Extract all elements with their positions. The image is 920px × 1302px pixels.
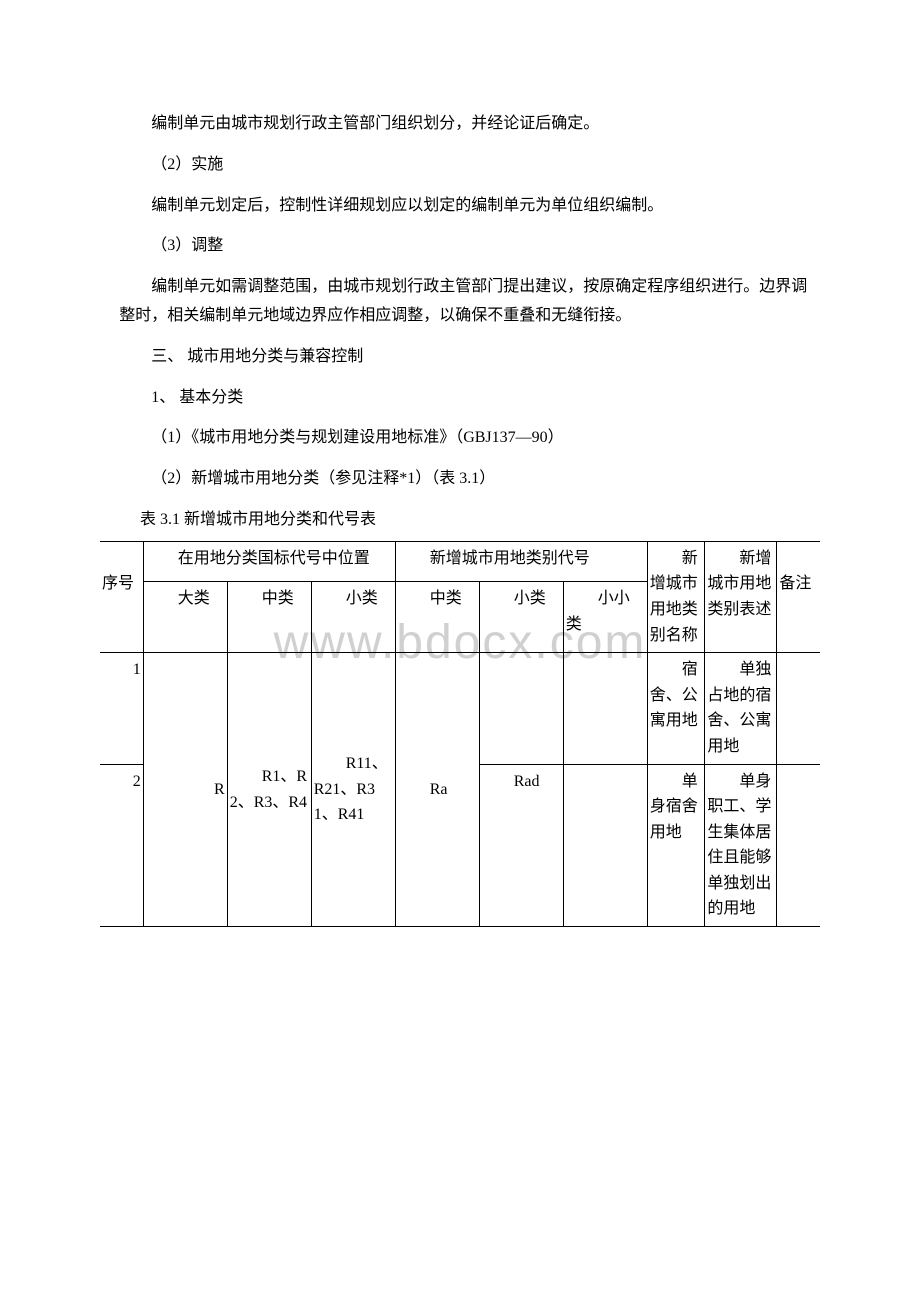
para-9: （2）新增城市用地分类（参见注释*1）（表 3.1） (151, 465, 820, 494)
th-mid: 中类 (227, 582, 311, 653)
para-6: 三、 城市用地分类与兼容控制 (119, 343, 820, 372)
cell-b: R1、R2、R3、R4 (227, 653, 311, 927)
th-desc: 新增城市用地类别表述 (705, 541, 777, 652)
para-2: （2）实施 (151, 151, 820, 180)
cell-a: R (143, 653, 227, 927)
cell-g1: 宿舍、公寓用地 (647, 653, 705, 764)
th-seq: 序号 (100, 541, 143, 652)
th-ss: 小小类 (563, 582, 647, 653)
th-remark: 备注 (777, 541, 820, 652)
cell-h1: 单独占地的宿舍、公寓用地 (705, 653, 777, 764)
cell-d: Ra (395, 653, 479, 927)
land-classification-table: 序号 在用地分类国标代号中位置 新增城市用地类别代号 新增城市用地类别名称 新增… (100, 541, 820, 927)
th-group-b: 新增城市用地类别代号 (395, 541, 647, 582)
th-small2: 小类 (479, 582, 563, 653)
document-body: 编制单元由城市规划行政主管部门组织划分，并经论证后确定。 （2）实施 编制单元划… (100, 110, 820, 927)
cell-i1 (777, 653, 820, 764)
para-3: 编制单元划定后，控制性详细规划应以划定的编制单元为单位组织编制。 (119, 192, 820, 221)
cell-seq-2: 2 (100, 764, 143, 927)
table-title: 表 3.1 新增城市用地分类和代号表 (140, 506, 820, 535)
cell-seq-1: 1 (100, 653, 143, 764)
cell-c: R11、R21、R31、R41 (311, 653, 395, 927)
th-mid2: 中类 (395, 582, 479, 653)
table-header-row-1: 序号 在用地分类国标代号中位置 新增城市用地类别代号 新增城市用地类别名称 新增… (100, 541, 820, 582)
cell-g2: 单身宿舍用地 (647, 764, 705, 927)
cell-i2 (777, 764, 820, 927)
para-4: （3）调整 (151, 232, 820, 261)
th-name: 新增城市用地类别名称 (647, 541, 705, 652)
para-1: 编制单元由城市规划行政主管部门组织划分，并经论证后确定。 (119, 110, 820, 139)
cell-e1 (479, 653, 563, 764)
cell-f2 (563, 764, 647, 927)
th-small: 小类 (311, 582, 395, 653)
para-5: 编制单元如需调整范围，由城市规划行政主管部门提出建议，按原确定程序组织进行。边界… (119, 273, 820, 331)
cell-f1 (563, 653, 647, 764)
th-big: 大类 (143, 582, 227, 653)
table-row: 1 R R1、R2、R3、R4 R11、R21、R31、R41 Ra 宿舍、公寓… (100, 653, 820, 764)
th-group-a: 在用地分类国标代号中位置 (143, 541, 395, 582)
para-8: （1）《城市用地分类与规划建设用地标准》（GBJ137—90） (151, 424, 820, 453)
cell-h2: 单身职工、学生集体居住且能够单独划出的用地 (705, 764, 777, 927)
para-7: 1、 基本分类 (119, 384, 820, 413)
cell-e2: Rad (479, 764, 563, 927)
